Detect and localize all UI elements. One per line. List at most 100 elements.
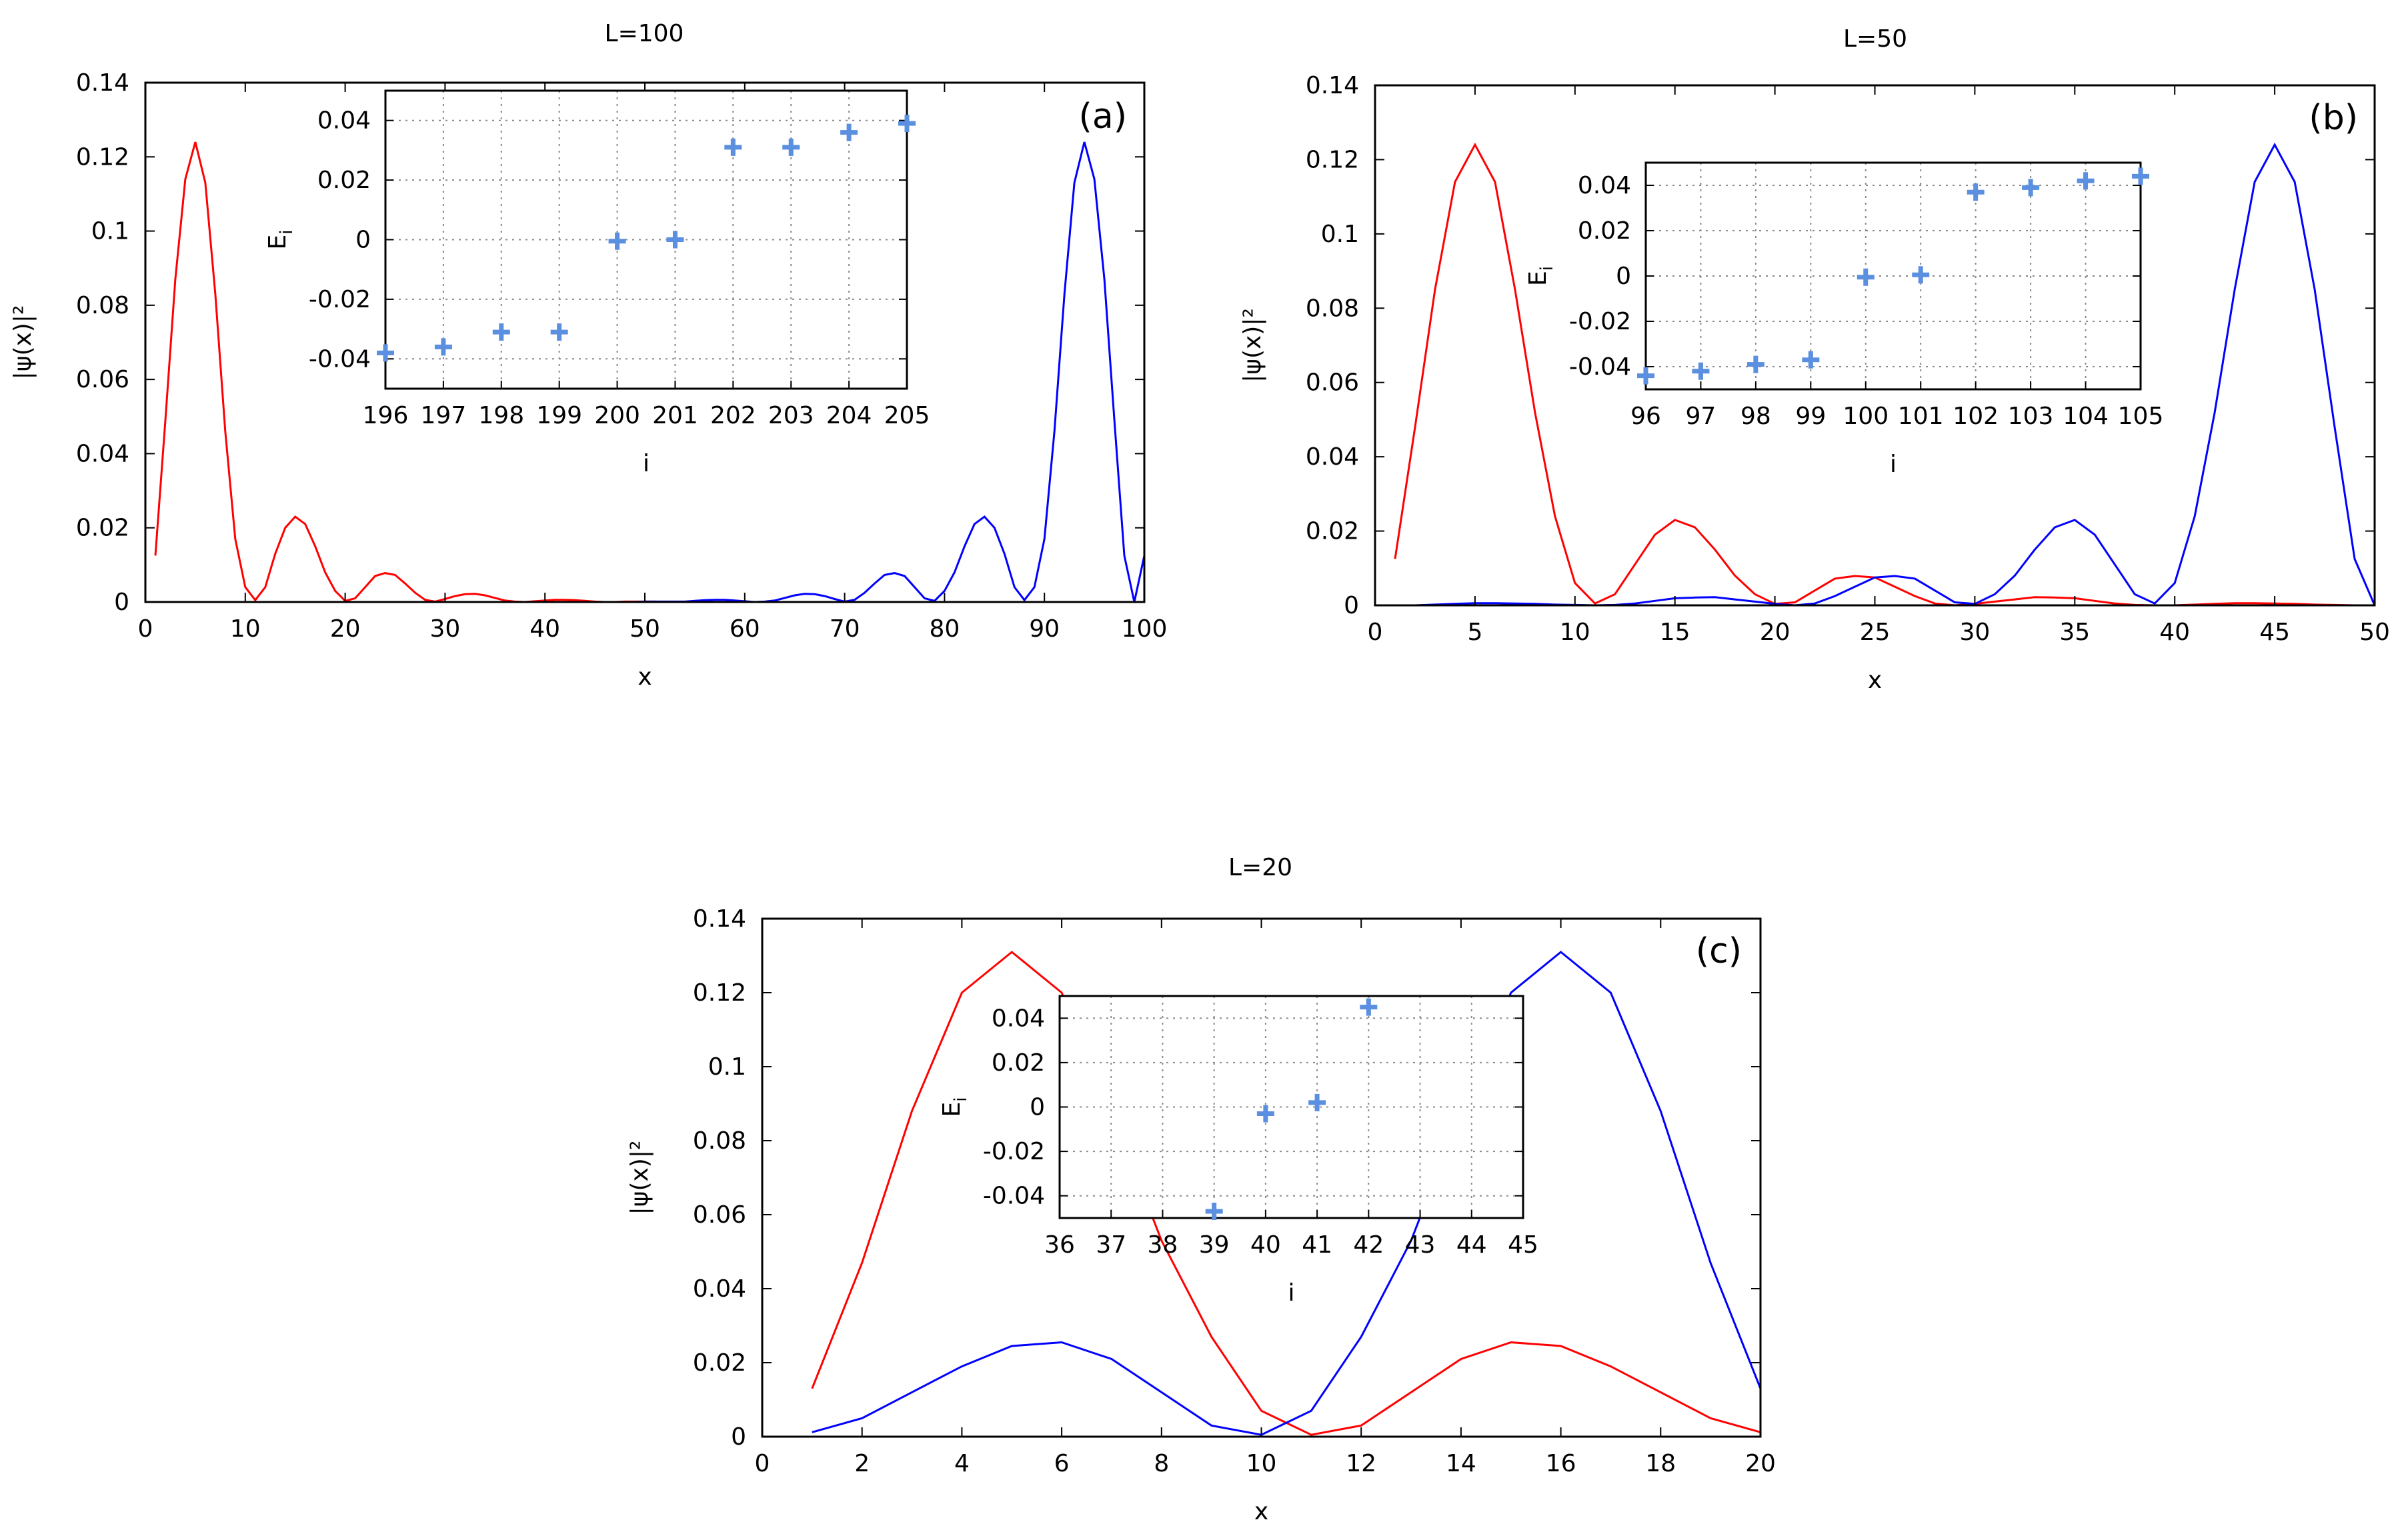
inset-x-tick-label: 199 bbox=[536, 402, 582, 429]
inset-a: 196 197 198 199 200 201 202 203 204 205 -0.04 -0.02… bbox=[264, 89, 930, 477]
x-tick-label: 16 bbox=[1546, 1450, 1576, 1477]
inset-x-tick-label: 103 bbox=[2008, 403, 2054, 430]
inset-x-tick-label: 38 bbox=[1148, 1231, 1178, 1259]
inset-data-point bbox=[898, 115, 916, 133]
panel-label: (c) bbox=[1696, 931, 1742, 971]
inset-data-point bbox=[1802, 351, 1820, 369]
x-tick-label: 30 bbox=[429, 615, 460, 643]
inset-y-axis-label: Ei bbox=[264, 230, 297, 250]
y-tick-label: 0.04 bbox=[1306, 443, 1359, 471]
inset-data-point bbox=[724, 138, 742, 156]
inset-b: 96 97 98 99 100 101 102 103 104 105 -0.04 -0.02 0 0.0… bbox=[1524, 161, 2164, 478]
y-tick-label: 0.02 bbox=[76, 515, 129, 542]
inset-y-tick-label: -0.04 bbox=[1569, 353, 1631, 381]
inset-data-point bbox=[550, 323, 568, 341]
inset-background bbox=[1060, 996, 1523, 1218]
x-tick-label: 0 bbox=[755, 1450, 770, 1477]
inset-data-point bbox=[1912, 266, 1930, 284]
x-tick-label: 40 bbox=[2159, 619, 2190, 646]
inset-x-axis-label: i bbox=[1890, 451, 1897, 478]
y-tick-label: 0.06 bbox=[1306, 369, 1359, 397]
x-tick-label: 18 bbox=[1645, 1450, 1676, 1477]
inset-x-tick-label: 104 bbox=[2063, 403, 2109, 430]
inset-data-point bbox=[434, 338, 452, 356]
inset-x-tick-label: 96 bbox=[1630, 403, 1661, 430]
inset-data-point bbox=[782, 138, 800, 156]
x-tick-label: 50 bbox=[2359, 619, 2390, 646]
inset-x-tick-label: 99 bbox=[1795, 403, 1826, 430]
inset-y-axis-label: Ei bbox=[938, 1097, 971, 1117]
inset-data-point bbox=[1746, 355, 1764, 373]
y-tick-label: 0.14 bbox=[76, 69, 129, 97]
y-axis-label: |ψ(x)|² bbox=[626, 1141, 654, 1215]
inset-y-tick-label: 0.04 bbox=[317, 107, 371, 135]
x-tick-label: 14 bbox=[1446, 1450, 1476, 1477]
x-tick-label: 35 bbox=[2059, 619, 2090, 646]
y-tick-label: 0.1 bbox=[91, 218, 129, 245]
inset-c: 36 37 38 39 40 41 42 43 44 45 -0.04 -0.02 0 0.02 0.04 i… bbox=[938, 995, 1538, 1307]
x-tick-label: 2 bbox=[854, 1450, 870, 1477]
inset-data-point bbox=[2132, 167, 2149, 185]
y-tick-label: 0.1 bbox=[1321, 221, 1359, 248]
inset-data-point bbox=[1360, 998, 1378, 1016]
inset-y-tick-label: 0.02 bbox=[992, 1049, 1045, 1077]
inset-y-tick-label: 0 bbox=[1030, 1094, 1045, 1121]
y-tick-label: 0.06 bbox=[693, 1201, 746, 1229]
inset-x-tick-label: 202 bbox=[710, 402, 756, 429]
inset-y-axis-label-main: E bbox=[1524, 271, 1552, 286]
inset-x-tick-label: 98 bbox=[1740, 403, 1771, 430]
inset-data-point bbox=[2022, 179, 2040, 197]
y-tick-label: 0 bbox=[114, 589, 129, 616]
chart-title: L=100 bbox=[605, 20, 684, 47]
inset-y-tick-label: -0.04 bbox=[309, 345, 371, 373]
inset-data-point bbox=[1308, 1093, 1326, 1111]
inset-x-tick-label: 97 bbox=[1686, 403, 1716, 430]
inset-x-tick-label: 44 bbox=[1456, 1231, 1487, 1259]
x-tick-label: 12 bbox=[1346, 1450, 1376, 1477]
x-tick-label: 25 bbox=[1860, 619, 1891, 646]
inset-x-tick-label: 45 bbox=[1508, 1231, 1538, 1259]
x-tick-label: 20 bbox=[1760, 619, 1790, 646]
y-tick-label: 0.04 bbox=[76, 440, 129, 467]
inset-x-axis-label: i bbox=[643, 450, 650, 477]
inset-x-tick-label: 43 bbox=[1405, 1231, 1436, 1259]
x-tick-label: 30 bbox=[1959, 619, 1990, 646]
chart-title: L=20 bbox=[1228, 854, 1292, 881]
panel-b: L=50 0 5 10 15 20 25 30 35 40 45 50 0 0.02 0.04 0.06 0.0… bbox=[1239, 25, 2390, 694]
x-tick-label: 50 bbox=[630, 615, 660, 643]
inset-x-tick-label: 102 bbox=[1953, 403, 1999, 430]
inset-data-point bbox=[377, 344, 394, 362]
inset-y-axis-label-main: E bbox=[264, 235, 291, 250]
y-axis-label: |ψ(x)|² bbox=[1239, 308, 1266, 383]
x-tick-label: 20 bbox=[1745, 1450, 1776, 1477]
x-tick-label: 6 bbox=[1054, 1450, 1070, 1477]
inset-data-point bbox=[840, 123, 858, 141]
y-tick-label: 0.06 bbox=[76, 366, 129, 393]
y-tick-label: 0 bbox=[1344, 592, 1359, 619]
series-line-blue bbox=[812, 951, 1762, 1436]
inset-y-tick-label: 0.02 bbox=[317, 167, 371, 194]
y-tick-label: 0.02 bbox=[1306, 518, 1359, 545]
x-tick-label: 90 bbox=[1029, 615, 1060, 643]
inset-x-tick-label: 198 bbox=[478, 402, 524, 429]
inset-y-tick-label: -0.04 bbox=[983, 1183, 1045, 1210]
inset-x-tick-label: 100 bbox=[1843, 403, 1889, 430]
x-tick-label: 0 bbox=[1368, 619, 1383, 646]
inset-data-point bbox=[2077, 172, 2095, 190]
y-tick-label: 0 bbox=[731, 1423, 746, 1451]
y-tick-label: 0.14 bbox=[693, 905, 746, 933]
inset-x-tick-label: 36 bbox=[1044, 1231, 1075, 1259]
inset-data-point bbox=[1857, 268, 1875, 286]
y-tick-label: 0.12 bbox=[1306, 146, 1359, 173]
inset-y-tick-label: -0.02 bbox=[1569, 308, 1631, 335]
x-tick-label: 20 bbox=[330, 615, 361, 643]
y-tick-label: 0.08 bbox=[1306, 295, 1359, 322]
inset-data-point bbox=[1967, 183, 1985, 201]
inset-x-tick-label: 105 bbox=[2118, 403, 2164, 430]
y-tick-label: 0.08 bbox=[693, 1127, 746, 1155]
y-tick-label: 0.12 bbox=[693, 979, 746, 1007]
inset-x-tick-label: 196 bbox=[363, 402, 409, 429]
inset-data-point bbox=[1205, 1203, 1223, 1221]
x-tick-label: 10 bbox=[230, 615, 261, 643]
